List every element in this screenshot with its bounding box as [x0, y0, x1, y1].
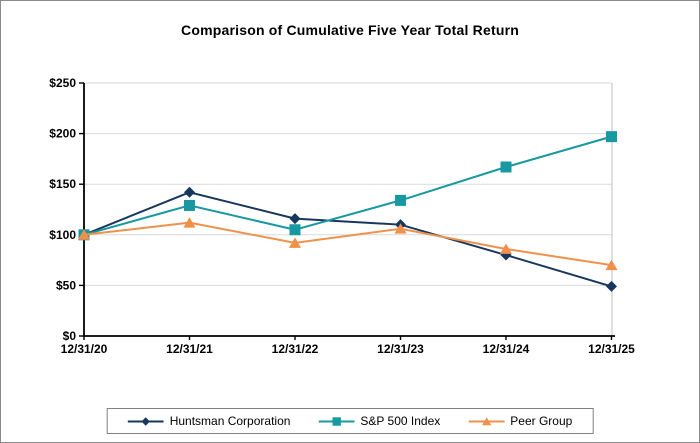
x-tick-label: 12/31/23 [377, 342, 424, 356]
legend-swatch-marker [141, 416, 150, 426]
data-point-s-p-500-index-5 [606, 131, 617, 143]
data-point-peer-group-1 [183, 217, 196, 228]
legend-label: S&P 500 Index [360, 414, 441, 428]
data-point-peer-group-3 [394, 223, 407, 234]
data-point-peer-group-2 [288, 237, 302, 248]
chart-title: Comparison of Cumulative Five Year Total… [181, 22, 519, 38]
y-tick-label: $250 [49, 76, 76, 90]
data-point-s-p-500-index-1 [184, 199, 195, 211]
square-marker-icon [318, 416, 355, 426]
diamond-marker-icon [127, 416, 164, 426]
x-tick-label: 12/31/24 [483, 342, 530, 356]
data-point-s-p-500-index-4 [500, 161, 512, 173]
y-tick-label: $100 [49, 228, 76, 242]
chart-legend: Huntsman Corporation S&P 500 Index Peer Gr… [106, 408, 594, 434]
y-tick-label: $150 [49, 177, 76, 191]
y-tick-label: $200 [49, 127, 76, 141]
legend-item-s-p-500-index: S&P 500 Index [318, 414, 440, 428]
x-tick-label: 12/31/20 [61, 342, 108, 356]
legend-swatch-marker [481, 416, 491, 425]
data-point-s-p-500-index-2 [289, 224, 301, 236]
legend-item-peer-group: Peer Group [468, 414, 572, 428]
legend-label: Huntsman Corporation [169, 414, 291, 428]
data-point-huntsman-corporation-5 [606, 280, 617, 292]
series-line-huntsman-corporation [83, 191, 612, 288]
data-point-huntsman-corporation-2 [289, 213, 301, 225]
legend-swatch-marker [332, 416, 341, 426]
data-point-s-p-500-index-3 [395, 194, 406, 206]
legend-item-huntsman-corporation: Huntsman Corporation [127, 414, 291, 428]
y-tick-label: $50 [56, 278, 76, 292]
triangle-marker-icon [468, 416, 505, 425]
x-tick-label: 12/31/21 [166, 342, 213, 356]
x-tick-label: 12/31/22 [272, 342, 319, 356]
data-point-peer-group-4 [499, 243, 513, 254]
legend-label: Peer Group [510, 414, 573, 428]
data-point-peer-group-0 [77, 229, 91, 240]
chart-plot-area: $0 $50 $100 $150 $200 $250 12/31/20 12/31/21 12/… [49, 76, 635, 356]
data-point-huntsman-corporation-1 [184, 186, 195, 198]
x-tick-label: 12/31/25 [588, 342, 635, 356]
data-point-peer-group-5 [605, 259, 618, 271]
series-line-peer-group [83, 221, 612, 267]
series-line-s-p-500-index [83, 135, 612, 236]
y-tick-label: $0 [63, 329, 77, 343]
